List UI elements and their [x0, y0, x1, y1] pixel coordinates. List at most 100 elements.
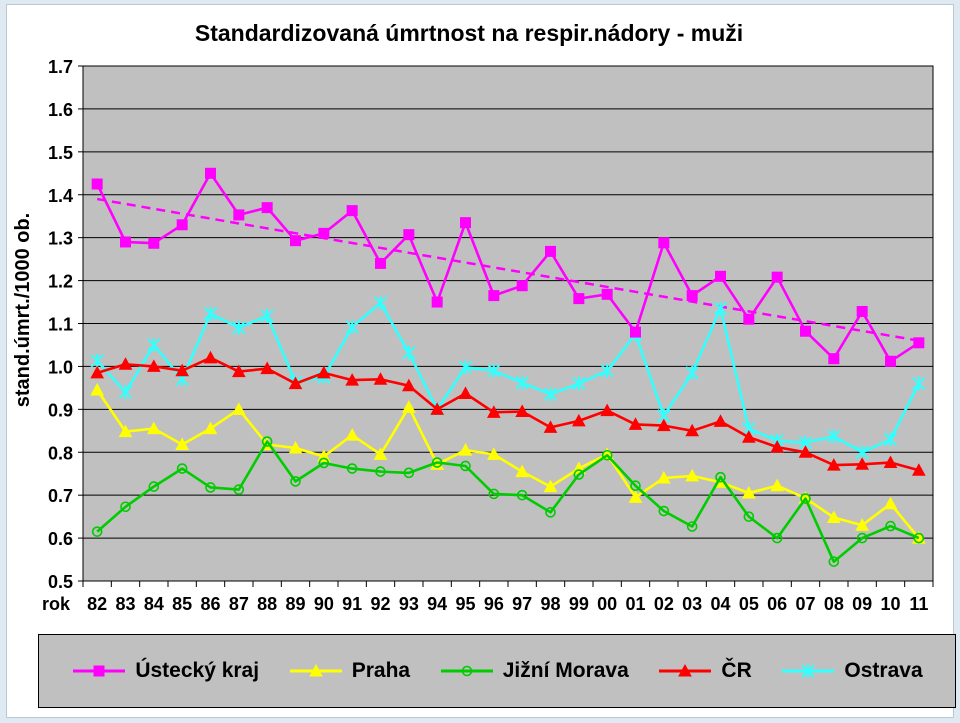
y-tick-label: 1.0 [48, 357, 73, 377]
x-tick-label: 97 [512, 594, 532, 614]
series-2-point [885, 520, 896, 532]
series-3-point [146, 359, 161, 372]
series-2-point [403, 467, 415, 479]
series-4-point [147, 337, 161, 352]
series-0-point [743, 313, 755, 325]
x-tick-label: 10 [880, 594, 900, 614]
series-1-point [288, 440, 303, 454]
series-2-point [545, 507, 556, 518]
y-tick-label: 0.5 [48, 572, 73, 592]
legend-item: Jižní Morava [439, 659, 629, 683]
series-1-point [855, 518, 870, 531]
series-3-point [543, 420, 558, 433]
y-tick-labels: 0.5 0.6 0.7 0.8 0.9 1.0 1.1 1.2 1.3 1.4 1.5 1.6 1.7 [48, 57, 83, 592]
series-3-point [118, 357, 133, 370]
series-3 [90, 350, 926, 476]
series-4-line [96, 301, 920, 454]
series-4-point [572, 376, 586, 391]
x-tick-label: 84 [144, 594, 164, 614]
y-tick-label: 0.6 [48, 529, 73, 549]
y-tick-label: 1.3 [48, 229, 73, 249]
series-4-point [232, 320, 246, 335]
series-1-point [175, 437, 190, 451]
legend-label: ČR [721, 659, 752, 682]
x-tick-label: 86 [200, 594, 220, 614]
series-3-point [373, 372, 388, 385]
series-3-point [656, 418, 671, 432]
x-tick-label: 88 [257, 594, 277, 614]
series-2-point [318, 457, 330, 469]
series-0-point [176, 219, 188, 231]
series-2-point [913, 532, 925, 544]
series-2-point [233, 484, 245, 495]
series-3-point [855, 457, 870, 470]
trendline-ustecky [96, 197, 920, 342]
y-tick-label: 0.8 [48, 443, 73, 463]
legend-swatch [782, 664, 835, 678]
legend-swatch [659, 663, 712, 677]
series-2-point [460, 460, 471, 472]
series-1-point [486, 447, 501, 460]
series-3-point [628, 417, 643, 430]
series-0-point [290, 235, 301, 247]
x-tick-label: 94 [427, 594, 447, 614]
legend-item: ČR [657, 659, 752, 683]
series-1-point [345, 428, 360, 441]
trendline [96, 197, 920, 342]
series-3-point [260, 361, 275, 375]
series-0-point [573, 293, 585, 305]
x-tick-label: 87 [229, 594, 249, 614]
x-tick-label: 00 [597, 594, 617, 614]
series-0-point [686, 290, 698, 302]
series-0-point [516, 280, 528, 292]
x-axis-label: rok [42, 594, 71, 614]
x-tick-label: 96 [484, 594, 504, 614]
legend-marker [308, 663, 323, 677]
y-tick-label: 1.5 [48, 143, 73, 163]
series-0-point [856, 305, 868, 317]
y-tick-label: 1.6 [48, 100, 73, 120]
series-4-point [260, 308, 274, 323]
series-0-point [771, 271, 783, 283]
x-tick-label: 04 [710, 594, 730, 614]
series-3-point [401, 378, 416, 392]
series-4-point [855, 445, 869, 460]
series-4-point [373, 295, 388, 310]
series-0-point [715, 270, 726, 282]
series-1-point [118, 424, 133, 438]
legend: Ústecký kraj Praha Jižní Morava ČR Ostrava [38, 634, 956, 708]
x-tick-label: 05 [739, 594, 759, 614]
series-3-point [911, 463, 926, 476]
x-tick-label: 98 [540, 594, 560, 614]
series-3-point [231, 364, 246, 378]
series-4-point [203, 306, 218, 321]
series-1-point [90, 382, 105, 396]
series-0-point [205, 167, 216, 179]
legend-marker [93, 665, 105, 677]
series-1-point [656, 470, 671, 484]
series-0-point [913, 337, 925, 349]
legend-label: Ústecký kraj [135, 659, 260, 682]
series-1-point [515, 464, 530, 478]
x-tick-label: 90 [314, 594, 334, 614]
series-2-point [856, 532, 868, 544]
x-tick-label: 07 [795, 594, 815, 614]
y-tick-label: 1.7 [48, 57, 73, 77]
x-tick-labels: 82 83 84 85 86 87 88 89 90 91 92 93 94 95 96 97 98 99 00 01… [82, 581, 934, 614]
legend-label: Jižní Morava [502, 659, 629, 682]
series-4-point [543, 387, 558, 402]
series-3-point [798, 445, 813, 458]
x-tick-label: 91 [342, 594, 362, 614]
series-2-point [290, 476, 301, 487]
series-1-point [883, 496, 898, 510]
series-0-point [233, 209, 245, 221]
series-0-point [346, 205, 358, 217]
series-3-point [826, 458, 841, 471]
legend-item: Ostrava [780, 659, 923, 683]
legend-swatch [289, 663, 342, 677]
x-tick-label: 82 [87, 594, 107, 614]
series-1-point [458, 443, 473, 456]
x-tick-label: 89 [285, 594, 305, 614]
x-tick-label: 03 [682, 594, 702, 614]
series-0-point [403, 229, 415, 241]
